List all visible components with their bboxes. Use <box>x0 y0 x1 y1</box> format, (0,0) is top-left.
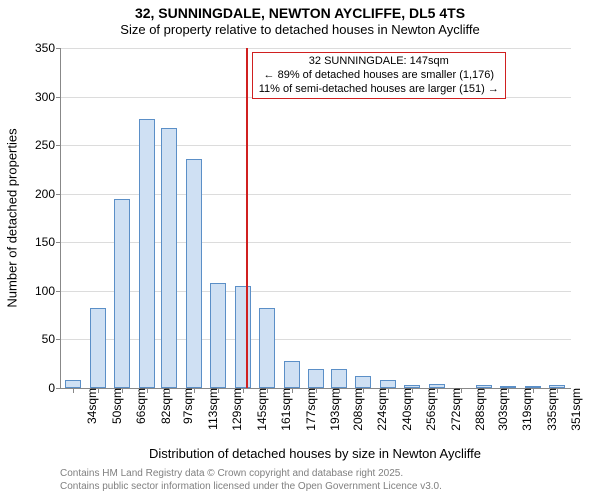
xtick-mark <box>243 388 244 393</box>
marker-line <box>246 48 248 388</box>
ytick-label: 350 <box>35 41 61 55</box>
histogram-bar <box>331 369 347 388</box>
xtick-label: 256sqm <box>418 388 438 431</box>
xtick-mark <box>339 388 340 393</box>
xtick-mark <box>73 388 74 393</box>
histogram-bar <box>259 308 275 388</box>
xtick-label: 272sqm <box>443 388 463 431</box>
xtick-label: 97sqm <box>175 388 195 424</box>
ytick-label: 50 <box>42 332 61 346</box>
xtick-mark <box>437 388 438 393</box>
xtick-label: 288sqm <box>467 388 487 431</box>
xtick-mark <box>122 388 123 393</box>
histogram-bar <box>139 119 155 388</box>
footer-line-1: Contains HM Land Registry data © Crown c… <box>60 468 442 481</box>
annotation-box: 32 SUNNINGDALE: 147sqm← 89% of detached … <box>252 52 506 99</box>
histogram-bar <box>161 128 177 388</box>
chart-container: 32, SUNNINGDALE, NEWTON AYCLIFFE, DL5 4T… <box>0 0 600 500</box>
xtick-label: 34sqm <box>79 388 99 424</box>
xtick-mark <box>388 388 389 393</box>
xtick-label: 351sqm <box>563 388 583 431</box>
xtick-mark <box>218 388 219 393</box>
histogram-bar <box>65 380 81 388</box>
histogram-bar <box>210 283 226 388</box>
x-axis-label: Distribution of detached houses by size … <box>60 446 570 461</box>
y-axis-label: Number of detached properties <box>5 128 20 307</box>
histogram-bar <box>114 199 130 388</box>
gridline <box>61 242 571 243</box>
xtick-mark <box>316 388 317 393</box>
xtick-mark <box>147 388 148 393</box>
xtick-label: 208sqm <box>345 388 365 431</box>
xtick-mark <box>267 388 268 393</box>
ytick-label: 300 <box>35 90 61 104</box>
histogram-bar <box>380 380 396 388</box>
xtick-label: 145sqm <box>249 388 269 431</box>
ytick-label: 150 <box>35 235 61 249</box>
annotation-line: 32 SUNNINGDALE: 147sqm <box>259 55 499 69</box>
xtick-label: 66sqm <box>128 388 148 424</box>
xtick-mark <box>292 388 293 393</box>
xtick-label: 224sqm <box>369 388 389 431</box>
histogram-bar <box>284 361 300 388</box>
xtick-mark <box>533 388 534 393</box>
xtick-mark <box>508 388 509 393</box>
ytick-label: 0 <box>48 381 61 395</box>
plot-area: 05010015020025030035034sqm50sqm66sqm82sq… <box>60 48 571 389</box>
ytick-label: 250 <box>35 138 61 152</box>
gridline <box>61 145 571 146</box>
xtick-mark <box>363 388 364 393</box>
ytick-label: 100 <box>35 284 61 298</box>
xtick-label: 193sqm <box>322 388 342 431</box>
annotation-line: 11% of semi-detached houses are larger (… <box>259 83 499 97</box>
xtick-mark <box>98 388 99 393</box>
gridline <box>61 48 571 49</box>
xtick-mark <box>412 388 413 393</box>
xtick-mark <box>194 388 195 393</box>
xtick-label: 335sqm <box>539 388 559 431</box>
annotation-line: ← 89% of detached houses are smaller (1,… <box>259 69 499 83</box>
ytick-label: 200 <box>35 187 61 201</box>
xtick-label: 161sqm <box>273 388 293 431</box>
chart-footer: Contains HM Land Registry data © Crown c… <box>60 468 442 493</box>
gridline <box>61 339 571 340</box>
footer-line-2: Contains public sector information licen… <box>60 481 442 494</box>
xtick-mark <box>557 388 558 393</box>
histogram-bar <box>235 286 251 388</box>
xtick-mark <box>461 388 462 393</box>
histogram-bar <box>186 159 202 388</box>
xtick-label: 113sqm <box>200 388 220 430</box>
xtick-mark <box>169 388 170 393</box>
xtick-label: 240sqm <box>394 388 414 431</box>
xtick-label: 319sqm <box>514 388 534 431</box>
chart-subtitle: Size of property relative to detached ho… <box>0 22 600 39</box>
histogram-bar <box>308 369 324 388</box>
xtick-label: 129sqm <box>224 388 244 431</box>
xtick-label: 82sqm <box>153 388 173 424</box>
xtick-label: 303sqm <box>490 388 510 431</box>
xtick-label: 50sqm <box>104 388 124 424</box>
chart-title: 32, SUNNINGDALE, NEWTON AYCLIFFE, DL5 4T… <box>0 0 600 22</box>
gridline <box>61 291 571 292</box>
xtick-label: 177sqm <box>298 388 318 431</box>
xtick-mark <box>484 388 485 393</box>
histogram-bar <box>90 308 106 388</box>
histogram-bar <box>355 376 371 388</box>
gridline <box>61 194 571 195</box>
